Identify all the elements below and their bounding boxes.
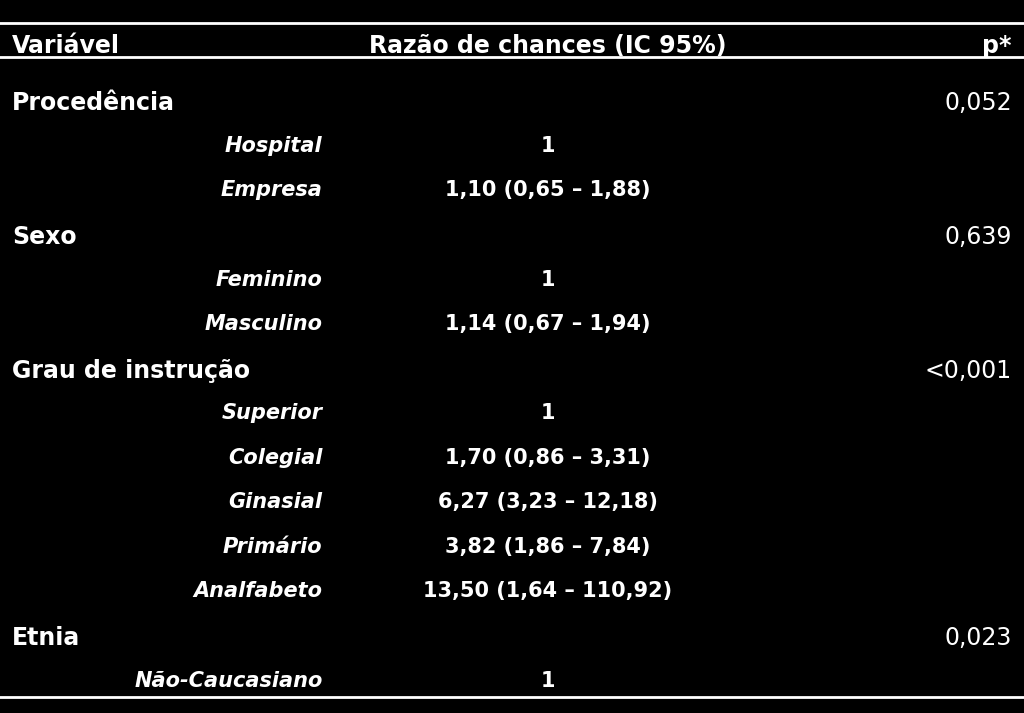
Text: Hospital: Hospital xyxy=(225,135,323,156)
Text: 13,50 (1,64 – 110,92): 13,50 (1,64 – 110,92) xyxy=(423,582,673,602)
Text: 0,023: 0,023 xyxy=(944,626,1012,650)
Text: 1: 1 xyxy=(541,670,555,691)
Text: Ginasial: Ginasial xyxy=(228,492,323,513)
Text: Sexo: Sexo xyxy=(12,225,77,249)
Text: 1,10 (0,65 – 1,88): 1,10 (0,65 – 1,88) xyxy=(445,180,650,200)
Text: Superior: Superior xyxy=(221,404,323,424)
Text: 0,052: 0,052 xyxy=(944,91,1012,116)
Text: 1: 1 xyxy=(541,135,555,156)
Text: Analfabeto: Analfabeto xyxy=(194,582,323,602)
Text: Colegial: Colegial xyxy=(228,448,323,468)
Text: 1,70 (0,86 – 3,31): 1,70 (0,86 – 3,31) xyxy=(445,448,650,468)
Text: 6,27 (3,23 – 12,18): 6,27 (3,23 – 12,18) xyxy=(438,492,657,513)
Text: Etnia: Etnia xyxy=(12,626,81,650)
Text: 1,14 (0,67 – 1,94): 1,14 (0,67 – 1,94) xyxy=(445,314,650,334)
Text: 0,639: 0,639 xyxy=(944,225,1012,249)
Text: <0,001: <0,001 xyxy=(925,359,1012,383)
Text: Razão de chances (IC 95%): Razão de chances (IC 95%) xyxy=(369,34,727,58)
Text: p*: p* xyxy=(982,34,1012,58)
Text: 1: 1 xyxy=(541,404,555,424)
Text: Primário: Primário xyxy=(223,537,323,557)
Text: Masculino: Masculino xyxy=(205,314,323,334)
Text: Empresa: Empresa xyxy=(221,180,323,200)
Text: Não-Caucasiano: Não-Caucasiano xyxy=(134,670,323,691)
Text: 1: 1 xyxy=(541,270,555,289)
Text: Variável: Variável xyxy=(12,34,120,58)
Text: Feminino: Feminino xyxy=(216,270,323,289)
Text: 3,82 (1,86 – 7,84): 3,82 (1,86 – 7,84) xyxy=(445,537,650,557)
Text: Grau de instrução: Grau de instrução xyxy=(12,359,251,383)
Text: Procedência: Procedência xyxy=(12,91,175,116)
